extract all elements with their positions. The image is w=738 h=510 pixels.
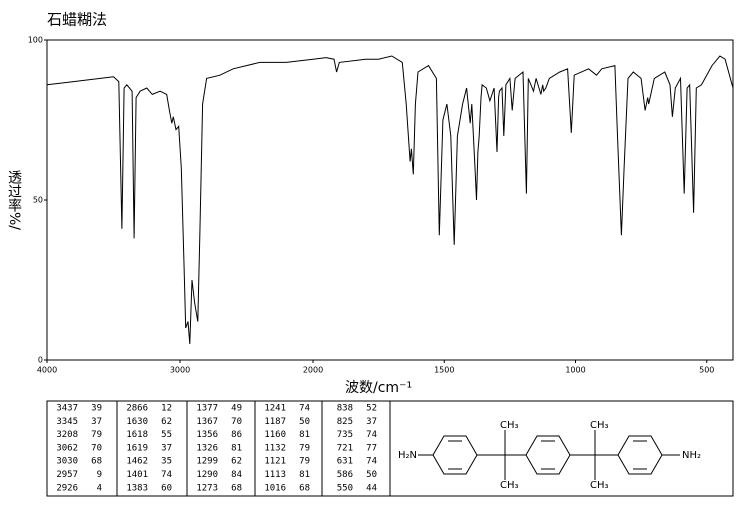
- x-tick-label: 1500: [434, 366, 454, 375]
- peak-wavenumber: 1619: [126, 443, 148, 453]
- methyl-label: CH₃: [590, 420, 609, 431]
- peak-transmittance: 52: [366, 404, 377, 414]
- peak-transmittance: 79: [91, 430, 102, 440]
- peak-wavenumber: 2957: [56, 470, 78, 480]
- peak-wavenumber: 1618: [126, 430, 148, 440]
- y-tick-label: 0: [38, 356, 43, 365]
- y-axis-label: 透过率%/: [6, 170, 22, 230]
- peak-transmittance: 37: [161, 443, 172, 453]
- peak-wavenumber: 838: [337, 404, 353, 414]
- methyl-label: CH₃: [590, 480, 609, 491]
- plot-frame: [46, 39, 734, 361]
- methyl-label: CH₃: [500, 480, 519, 491]
- peak-transmittance: 74: [366, 457, 377, 467]
- peak-transmittance: 81: [231, 443, 242, 453]
- x-tick-label: 2000: [303, 366, 323, 375]
- peak-transmittance: 49: [231, 404, 242, 414]
- peak-wavenumber: 735: [337, 430, 353, 440]
- structure-drawing: [116, 401, 680, 496]
- peak-wavenumber: 3208: [56, 430, 78, 440]
- peak-transmittance: 81: [299, 430, 310, 440]
- amine-label: H₂N: [398, 450, 417, 461]
- peak-wavenumber: 1299: [196, 457, 218, 467]
- peak-wavenumber: 1273: [196, 483, 218, 493]
- peak-wavenumber: 2866: [126, 404, 148, 414]
- peak-wavenumber: 631: [337, 457, 353, 467]
- peak-wavenumber: 1290: [196, 470, 218, 480]
- peak-wavenumber: 1356: [196, 430, 218, 440]
- peak-wavenumber: 1016: [264, 483, 286, 493]
- peak-wavenumber: 1326: [196, 443, 218, 453]
- peak-transmittance: 12: [161, 404, 172, 414]
- peak-transmittance: 74: [366, 430, 377, 440]
- peak-transmittance: 74: [161, 470, 172, 480]
- peak-transmittance: 37: [366, 417, 377, 427]
- peak-transmittance: 79: [299, 443, 310, 453]
- peak-wavenumber: 2926: [56, 483, 78, 493]
- peak-transmittance: 68: [91, 457, 102, 467]
- x-axis-label: 波数/cm⁻¹: [345, 380, 412, 396]
- spectrum-line: [46, 55, 734, 345]
- peak-transmittance: 55: [161, 430, 172, 440]
- peak-wavenumber: 1160: [264, 430, 286, 440]
- amine-label: NH₂: [682, 450, 701, 461]
- peak-transmittance: 79: [299, 457, 310, 467]
- peak-wavenumber: 1377: [196, 404, 218, 414]
- peak-transmittance: 84: [231, 470, 242, 480]
- x-tick-label: 500: [699, 366, 714, 375]
- x-tick-label: 3000: [170, 366, 190, 375]
- peak-wavenumber: 3345: [56, 417, 78, 427]
- peak-wavenumber: 1383: [126, 483, 148, 493]
- peak-transmittance: 68: [299, 483, 310, 493]
- peak-transmittance: 50: [366, 470, 377, 480]
- peak-wavenumber: 1113: [264, 470, 286, 480]
- peak-transmittance: 68: [231, 483, 242, 493]
- peak-wavenumber: 1462: [126, 457, 148, 467]
- methyl-label: CH₃: [500, 420, 519, 431]
- peak-wavenumber: 586: [337, 470, 353, 480]
- peak-wavenumber: 721: [337, 443, 353, 453]
- peak-transmittance: 70: [231, 417, 242, 427]
- peak-transmittance: 81: [299, 470, 310, 480]
- peak-transmittance: 4: [97, 483, 102, 493]
- peak-wavenumber: 1367: [196, 417, 218, 427]
- peak-transmittance: 62: [231, 457, 242, 467]
- peak-transmittance: 50: [299, 417, 310, 427]
- peak-transmittance: 70: [91, 443, 102, 453]
- peak-transmittance: 39: [91, 404, 102, 414]
- peak-wavenumber: 3437: [56, 404, 78, 414]
- peak-transmittance: 74: [299, 404, 310, 414]
- x-tick-label: 1000: [565, 366, 585, 375]
- peak-transmittance: 44: [366, 483, 377, 493]
- peak-transmittance: 60: [161, 483, 172, 493]
- peak-transmittance: 37: [91, 417, 102, 427]
- peak-wavenumber: 1630: [126, 417, 148, 427]
- peak-wavenumber: 825: [337, 417, 353, 427]
- peak-wavenumber: 1187: [264, 417, 286, 427]
- peak-wavenumber: 3030: [56, 457, 78, 467]
- peak-transmittance: 9: [97, 470, 102, 480]
- peak-transmittance: 86: [231, 430, 242, 440]
- y-tick-label: 100: [28, 36, 43, 45]
- peak-transmittance: 62: [161, 417, 172, 427]
- chart-title: 石蜡糊法: [47, 11, 107, 29]
- peak-wavenumber: 1121: [264, 457, 286, 467]
- peak-wavenumber: 1132: [264, 443, 286, 453]
- peak-wavenumber: 1241: [264, 404, 286, 414]
- peak-transmittance: 77: [366, 443, 377, 453]
- y-tick-label: 50: [33, 196, 43, 205]
- x-tick-label: 4000: [37, 366, 57, 375]
- peak-wavenumber: 3062: [56, 443, 78, 453]
- peak-wavenumber: 550: [337, 483, 353, 493]
- peak-transmittance: 35: [161, 457, 172, 467]
- peak-wavenumber: 1401: [126, 470, 148, 480]
